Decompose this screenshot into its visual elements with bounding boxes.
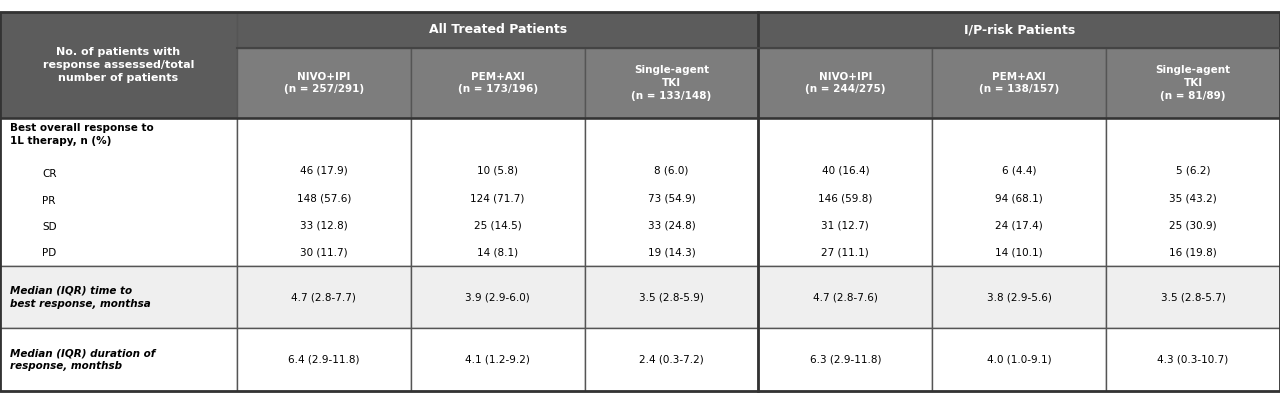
Text: SD: SD [42, 222, 56, 232]
Text: 6 (4.4): 6 (4.4) [1002, 166, 1037, 176]
Bar [759, 118, 932, 266]
Bar [411, 328, 585, 391]
Bar [932, 328, 1106, 391]
Text: PEM+AXI
(n = 138/157): PEM+AXI (n = 138/157) [979, 72, 1060, 95]
Text: 124 (71.7): 124 (71.7) [471, 193, 525, 203]
Text: Single-agent
TKI
(n = 133/148): Single-agent TKI (n = 133/148) [631, 65, 712, 101]
Text: 30 (11.7): 30 (11.7) [300, 248, 348, 258]
Bar [932, 118, 1106, 266]
Text: 4.7 (2.8-7.6): 4.7 (2.8-7.6) [813, 292, 878, 302]
Text: No. of patients with
response assessed/total
number of patients: No. of patients with response assessed/t… [42, 47, 195, 83]
Text: 146 (59.8): 146 (59.8) [818, 193, 873, 203]
Text: Best overall response to
1L therapy, n (%): Best overall response to 1L therapy, n (… [10, 123, 154, 146]
Text: 33 (12.8): 33 (12.8) [300, 221, 348, 231]
Text: 19 (14.3): 19 (14.3) [648, 248, 695, 258]
Bar [0, 12, 237, 118]
Text: PR: PR [42, 196, 55, 205]
Bar [585, 118, 758, 266]
Bar [1106, 48, 1280, 118]
Bar [411, 48, 585, 118]
Text: 8 (6.0): 8 (6.0) [654, 166, 689, 176]
Text: 33 (24.8): 33 (24.8) [648, 221, 695, 231]
Text: 3.5 (2.8-5.9): 3.5 (2.8-5.9) [639, 292, 704, 302]
Text: 6.3 (2.9-11.8): 6.3 (2.9-11.8) [809, 355, 881, 365]
Bar [932, 266, 1106, 328]
Text: 4.3 (0.3-10.7): 4.3 (0.3-10.7) [1157, 355, 1229, 365]
Text: 148 (57.6): 148 (57.6) [297, 193, 351, 203]
Text: 10 (5.8): 10 (5.8) [477, 166, 518, 176]
Text: 6.4 (2.9-11.8): 6.4 (2.9-11.8) [288, 355, 360, 365]
Text: 27 (11.1): 27 (11.1) [822, 248, 869, 258]
Bar [237, 266, 411, 328]
Bar [585, 266, 758, 328]
Text: 31 (12.7): 31 (12.7) [822, 221, 869, 231]
Bar [1106, 118, 1280, 266]
Text: 5 (6.2): 5 (6.2) [1176, 166, 1211, 176]
Bar [411, 118, 585, 266]
Text: 4.1 (1.2-9.2): 4.1 (1.2-9.2) [465, 355, 530, 365]
Text: 94 (68.1): 94 (68.1) [996, 193, 1043, 203]
Text: 25 (14.5): 25 (14.5) [474, 221, 521, 231]
Text: All Treated Patients: All Treated Patients [429, 24, 567, 36]
Bar [237, 328, 411, 391]
Bar [759, 328, 932, 391]
Text: NIVO+IPI
(n = 257/291): NIVO+IPI (n = 257/291) [284, 72, 364, 95]
Bar [411, 266, 585, 328]
Text: Median (IQR) duration of
response, monthsb: Median (IQR) duration of response, month… [10, 348, 155, 371]
Text: 14 (10.1): 14 (10.1) [996, 248, 1043, 258]
Text: 3.9 (2.9-6.0): 3.9 (2.9-6.0) [465, 292, 530, 302]
Text: PEM+AXI
(n = 173/196): PEM+AXI (n = 173/196) [457, 72, 538, 95]
Bar [585, 48, 758, 118]
Text: Median (IQR) time to
best response, monthsa: Median (IQR) time to best response, mont… [10, 286, 151, 308]
Text: 14 (8.1): 14 (8.1) [477, 248, 518, 258]
Text: Single-agent
TKI
(n = 81/89): Single-agent TKI (n = 81/89) [1156, 65, 1230, 101]
Text: 16 (19.8): 16 (19.8) [1169, 248, 1217, 258]
Text: 73 (54.9): 73 (54.9) [648, 193, 695, 203]
Text: 3.5 (2.8-5.7): 3.5 (2.8-5.7) [1161, 292, 1225, 302]
Text: 46 (17.9): 46 (17.9) [300, 166, 348, 176]
Bar [759, 266, 932, 328]
Text: PD: PD [42, 249, 56, 259]
Bar [0, 118, 237, 266]
Text: 2.4 (0.3-7.2): 2.4 (0.3-7.2) [639, 355, 704, 365]
Bar [0, 328, 237, 391]
Text: I/P-risk Patients: I/P-risk Patients [964, 24, 1075, 36]
Bar [237, 118, 411, 266]
Bar [1106, 328, 1280, 391]
Bar [585, 328, 758, 391]
Text: 24 (17.4): 24 (17.4) [996, 221, 1043, 231]
Bar [0, 266, 237, 328]
Bar [759, 12, 1280, 48]
Text: 3.8 (2.9-5.6): 3.8 (2.9-5.6) [987, 292, 1052, 302]
Text: 35 (43.2): 35 (43.2) [1169, 193, 1217, 203]
Text: NIVO+IPI
(n = 244/275): NIVO+IPI (n = 244/275) [805, 72, 886, 95]
Text: 4.0 (1.0-9.1): 4.0 (1.0-9.1) [987, 355, 1051, 365]
Text: CR: CR [42, 169, 56, 179]
Text: 4.7 (2.8-7.7): 4.7 (2.8-7.7) [292, 292, 356, 302]
Bar [237, 12, 759, 48]
Bar [759, 48, 932, 118]
Text: 40 (16.4): 40 (16.4) [822, 166, 869, 176]
Bar [932, 48, 1106, 118]
Bar [1106, 266, 1280, 328]
Bar [237, 48, 411, 118]
Text: 25 (30.9): 25 (30.9) [1169, 221, 1217, 231]
